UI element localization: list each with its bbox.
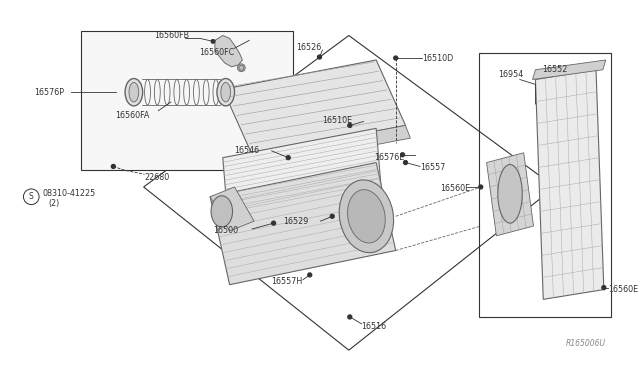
- Text: S: S: [29, 192, 34, 201]
- Text: 08310-41225: 08310-41225: [42, 189, 95, 198]
- Polygon shape: [210, 187, 254, 231]
- Circle shape: [239, 65, 244, 70]
- Polygon shape: [536, 70, 604, 299]
- Text: 16576E: 16576E: [374, 153, 404, 162]
- Ellipse shape: [348, 190, 385, 243]
- Text: 16560E: 16560E: [608, 285, 638, 294]
- Circle shape: [317, 55, 321, 59]
- Circle shape: [308, 273, 312, 277]
- Polygon shape: [223, 60, 406, 155]
- Text: 16526: 16526: [296, 43, 321, 52]
- Text: 16954: 16954: [499, 70, 524, 79]
- Polygon shape: [486, 153, 534, 236]
- Ellipse shape: [498, 164, 522, 223]
- Circle shape: [479, 185, 483, 189]
- Ellipse shape: [125, 78, 143, 106]
- Text: 16557: 16557: [420, 163, 445, 172]
- Circle shape: [24, 189, 39, 205]
- Text: 16552: 16552: [542, 65, 568, 74]
- Circle shape: [348, 124, 352, 127]
- Polygon shape: [532, 60, 606, 80]
- Text: 16560FA: 16560FA: [115, 111, 150, 120]
- Ellipse shape: [339, 180, 394, 253]
- Ellipse shape: [221, 83, 230, 102]
- Text: 16560E: 16560E: [440, 185, 470, 193]
- Circle shape: [271, 221, 276, 225]
- Polygon shape: [252, 125, 410, 167]
- Text: 16510E: 16510E: [323, 116, 353, 125]
- Circle shape: [401, 153, 404, 157]
- Text: 16516: 16516: [362, 322, 387, 331]
- Circle shape: [111, 164, 115, 169]
- Text: 16510D: 16510D: [422, 54, 453, 62]
- Polygon shape: [223, 128, 381, 216]
- Bar: [479, 53, 611, 317]
- Circle shape: [394, 56, 397, 60]
- Circle shape: [602, 286, 606, 289]
- Circle shape: [286, 156, 290, 160]
- Text: 16500: 16500: [213, 227, 238, 235]
- Circle shape: [404, 161, 408, 164]
- Text: 16560FC: 16560FC: [199, 48, 235, 57]
- Text: (2): (2): [49, 199, 60, 208]
- Text: 22680: 22680: [145, 173, 170, 182]
- Polygon shape: [215, 36, 243, 67]
- Text: R165006U: R165006U: [566, 339, 606, 348]
- Ellipse shape: [211, 196, 232, 227]
- Bar: [81, 31, 293, 170]
- Circle shape: [348, 315, 352, 319]
- Text: 16560FB: 16560FB: [154, 31, 189, 40]
- Circle shape: [237, 64, 245, 72]
- Circle shape: [211, 40, 215, 43]
- Ellipse shape: [129, 83, 139, 102]
- Text: 16557H: 16557H: [271, 277, 303, 286]
- Circle shape: [330, 214, 334, 218]
- Polygon shape: [210, 163, 396, 285]
- Ellipse shape: [217, 78, 234, 106]
- Text: 16546: 16546: [234, 146, 260, 155]
- Text: 16529: 16529: [284, 217, 308, 226]
- Text: 16576P: 16576P: [34, 88, 64, 97]
